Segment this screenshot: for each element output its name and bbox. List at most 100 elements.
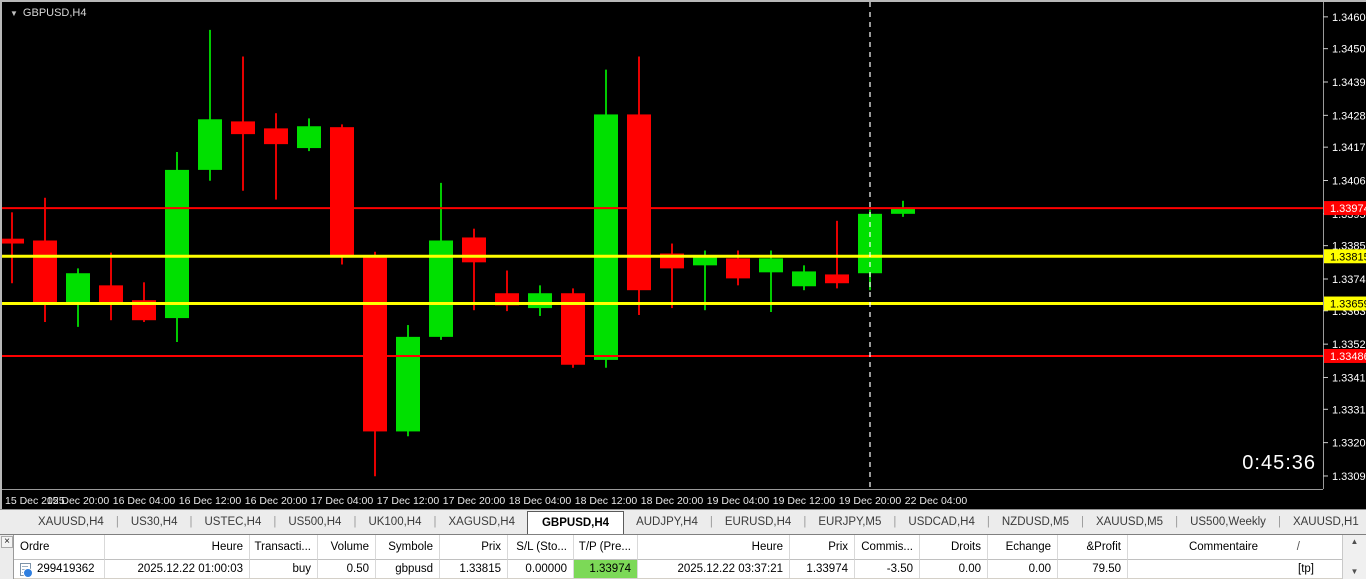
cell-heure_close: 2025.12.22 03:37:21 (638, 560, 790, 578)
chart-tab-us500-h4[interactable]: US500,H4 (288, 516, 342, 528)
symbol-timeframe-text: GBPUSD,H4 (22, 7, 87, 19)
column-header-volume[interactable]: Volume (318, 535, 376, 560)
column-header-symbole[interactable]: Symbole (376, 535, 440, 560)
history-table: Ordre Heure Transacti... Volume Symbole Prix S… (14, 535, 1342, 579)
chart-tab-usdcad-h4[interactable]: USDCAD,H4 (908, 516, 975, 528)
candle-body (165, 169, 189, 319)
table-scrollbar[interactable]: ▲ ▼ (1342, 535, 1366, 579)
cell-value-transaction: buy (292, 563, 311, 575)
cell-transaction: buy (250, 560, 318, 578)
column-header-ordre[interactable]: Ordre (14, 535, 105, 560)
chart-tab-audjpy-h4[interactable]: AUDJPY,H4 (636, 516, 698, 528)
cell-value-profit: 79.50 (1092, 563, 1121, 575)
column-header-heure_open[interactable]: Heure (105, 535, 250, 560)
chart-window: 1.34605 1.34500 1.34390 1.34280 1.34175 1.340… (0, 0, 1366, 511)
candle-body (264, 128, 288, 145)
candle-countdown-timer: 0:45:36 (1242, 452, 1316, 474)
candle-body (462, 237, 486, 263)
column-header-droits[interactable]: Droits (920, 535, 988, 560)
price-tag (1324, 296, 1366, 311)
price-tag (1324, 348, 1366, 363)
column-header-echange[interactable]: Echange (988, 535, 1058, 560)
candle-body (363, 255, 387, 432)
time-tick-label: 22 Dec 04:00 (905, 495, 968, 507)
cell-value-commentaire: [tp] (1298, 563, 1314, 575)
chart-tab-xauusd-h1[interactable]: XAUUSD,H1 (1292, 516, 1359, 528)
price-tag (1324, 249, 1366, 264)
candle-body (528, 293, 552, 309)
candle-body (33, 240, 57, 304)
scroll-up-icon[interactable]: ▲ (1350, 537, 1359, 546)
candle-body (726, 258, 750, 279)
price-tag (1324, 201, 1366, 216)
chart-tab-xagusd-h4[interactable]: XAGUSD,H4 (448, 516, 515, 528)
cell-value-prix_close: 1.33974 (806, 563, 848, 575)
tab-separator: | (1175, 516, 1179, 528)
cell-droits: 0.00 (920, 560, 988, 578)
column-header-commentaire[interactable]: Commentaire / (1128, 535, 1342, 560)
chart-tab-xauusd-h4[interactable]: XAUUSD,H4 (38, 516, 104, 528)
column-header-prix_open[interactable]: Prix (440, 535, 508, 560)
column-header-heure_close[interactable]: Heure (638, 535, 790, 560)
candle-body (330, 127, 354, 256)
price-tag-label: 1.33815 (1330, 251, 1366, 263)
column-header-transaction[interactable]: Transacti... (250, 535, 318, 560)
cell-volume: 0.50 (318, 560, 376, 578)
history-order-row[interactable]: 299419362 2025.12.22 01:00:03 buy 0.50 gbpus… (14, 560, 1342, 578)
cell-value-ordre: 299419362 (37, 563, 95, 575)
chart-tab-eurusd-h4[interactable]: EURUSD,H4 (724, 516, 792, 528)
candle-body (2, 238, 24, 244)
cell-value-droits: 0.00 (958, 563, 981, 575)
terminal-panel: × Terminal OrdreHeureTransacti...VolumeS… (0, 534, 1366, 579)
column-header-profit[interactable]: &Profit (1058, 535, 1128, 560)
column-header-tp[interactable]: T/P (Pre... (574, 535, 638, 560)
chart-symbol-label[interactable]: ▼ GBPUSD,H4 (10, 7, 87, 19)
sort-glyph: / (1296, 541, 1300, 553)
candle-body (231, 121, 255, 135)
chart-tab-gbpusd-h4[interactable]: GBPUSD,H4 (526, 511, 625, 534)
chart-tab-us500-weekly[interactable]: US500,Weekly (1190, 516, 1266, 528)
candle-body (561, 293, 585, 365)
tab-separator: | (115, 516, 119, 528)
chart-tab-ustec-h4[interactable]: USTEC,H4 (204, 516, 262, 528)
time-tick-label: 17 Dec 12:00 (377, 495, 440, 507)
tab-separator: | (893, 516, 897, 528)
cell-value-commission: -3.50 (886, 563, 913, 575)
tab-separator: | (353, 516, 357, 528)
cell-value-symbole: gbpusd (395, 563, 433, 575)
cell-heure_open: 2025.12.22 01:00:03 (105, 560, 250, 578)
order-document-icon (20, 562, 33, 578)
close-icon[interactable]: × (1, 536, 13, 548)
cell-value-tp: 1.33974 (589, 563, 631, 575)
column-header-commission[interactable]: Commis... (855, 535, 920, 560)
cell-commentaire: [tp] (1128, 560, 1342, 578)
column-header-sl[interactable]: S/L (Sto... (508, 535, 574, 560)
cell-prix_close: 1.33974 (790, 560, 855, 578)
price-tick-label: 1.34175 (1332, 142, 1366, 154)
candlestick-chart[interactable]: 1.34605 1.34500 1.34390 1.34280 1.34175 1.340… (2, 2, 1366, 511)
time-tick-label: 16 Dec 12:00 (179, 495, 242, 507)
tab-separator: | (803, 516, 807, 528)
time-tick-label: 15 Dec 2025 (5, 495, 65, 507)
column-header-prix_close[interactable]: Prix (790, 535, 855, 560)
chart-tab-eurjpy-m5[interactable]: EURJPY,M5 (818, 516, 882, 528)
tab-separator: | (709, 516, 713, 528)
cell-commission: -3.50 (855, 560, 920, 578)
tab-separator: | (189, 516, 193, 528)
chart-tab-uk100-h4[interactable]: UK100,H4 (368, 516, 422, 528)
time-tick-label: 17 Dec 20:00 (443, 495, 506, 507)
candle-body (627, 114, 651, 291)
chart-tab-us30-h4[interactable]: US30,H4 (130, 516, 178, 528)
price-tick-label: 1.34605 (1332, 12, 1366, 24)
candle-body (99, 285, 123, 303)
time-tick-label: 19 Dec 12:00 (773, 495, 836, 507)
chevron-down-icon: ▼ (10, 8, 18, 18)
chart-tab-nzdusd-m5[interactable]: NZDUSD,M5 (1001, 516, 1069, 528)
tab-separator: | (1080, 516, 1084, 528)
cell-sl: 0.00000 (508, 560, 574, 578)
scroll-down-icon[interactable]: ▼ (1350, 567, 1359, 576)
cell-value-volume: 0.50 (346, 563, 369, 575)
table-header-row: Ordre Heure Transacti... Volume Symbole Prix S… (14, 535, 1342, 560)
time-tick-label: 18 Dec 12:00 (575, 495, 638, 507)
chart-tab-xauusd-m5[interactable]: XAUUSD,M5 (1095, 516, 1164, 528)
